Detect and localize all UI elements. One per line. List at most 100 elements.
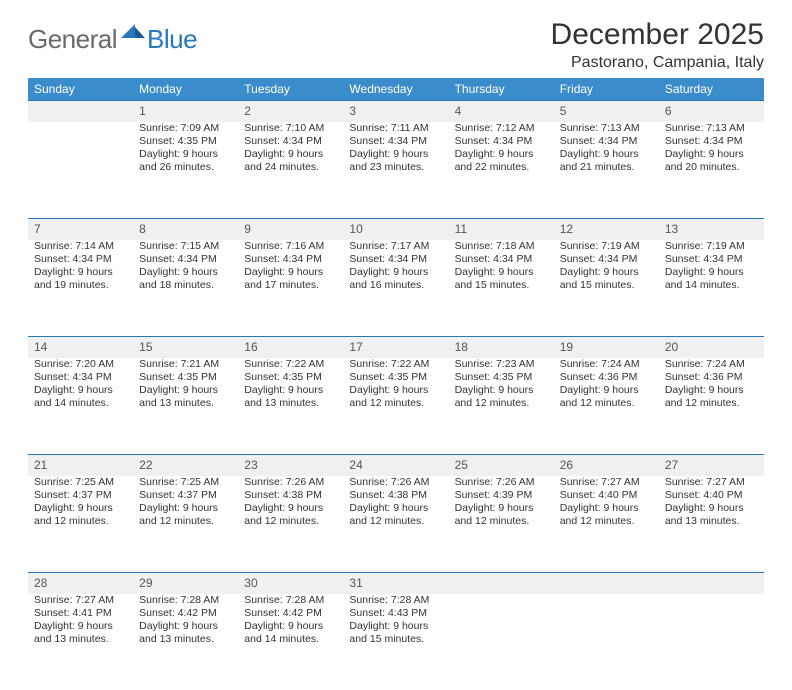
day-cell-line: Daylight: 9 hours: [560, 384, 653, 397]
day-cell-line: and 15 minutes.: [455, 279, 548, 292]
day-cell-line: Sunrise: 7:26 AM: [349, 476, 442, 489]
day-cell: Sunrise: 7:12 AMSunset: 4:34 PMDaylight:…: [449, 122, 554, 219]
day-cell-line: Sunset: 4:42 PM: [244, 607, 337, 620]
weekday-header: Thursday: [449, 78, 554, 101]
day-cell-line: and 21 minutes.: [560, 161, 653, 174]
day-cell-line: Sunrise: 7:13 AM: [665, 122, 758, 135]
day-cell-line: Sunrise: 7:16 AM: [244, 240, 337, 253]
day-number: [28, 101, 133, 123]
day-cell-line: Sunrise: 7:27 AM: [665, 476, 758, 489]
day-number: 15: [133, 337, 238, 359]
day-cell-line: and 23 minutes.: [349, 161, 442, 174]
day-cell-line: Daylight: 9 hours: [139, 620, 232, 633]
day-number-row: 21222324252627: [28, 455, 764, 477]
day-number: 10: [343, 219, 448, 241]
day-cell-line: Sunset: 4:34 PM: [244, 253, 337, 266]
day-cell-line: Sunset: 4:38 PM: [244, 489, 337, 502]
day-content-row: Sunrise: 7:09 AMSunset: 4:35 PMDaylight:…: [28, 122, 764, 219]
day-number-row: 28293031: [28, 573, 764, 595]
day-cell-line: Sunset: 4:37 PM: [34, 489, 127, 502]
day-cell: Sunrise: 7:22 AMSunset: 4:35 PMDaylight:…: [343, 358, 448, 455]
day-cell: Sunrise: 7:20 AMSunset: 4:34 PMDaylight:…: [28, 358, 133, 455]
day-cell: Sunrise: 7:28 AMSunset: 4:43 PMDaylight:…: [343, 594, 448, 690]
day-cell-line: and 13 minutes.: [244, 397, 337, 410]
day-number: 25: [449, 455, 554, 477]
day-cell-line: Sunset: 4:34 PM: [560, 135, 653, 148]
day-cell-line: Sunrise: 7:14 AM: [34, 240, 127, 253]
weekday-header: Sunday: [28, 78, 133, 101]
day-cell-line: Sunrise: 7:09 AM: [139, 122, 232, 135]
day-number: 26: [554, 455, 659, 477]
day-cell-line: Sunrise: 7:15 AM: [139, 240, 232, 253]
day-cell-line: and 22 minutes.: [455, 161, 548, 174]
day-content-row: Sunrise: 7:14 AM Sunset: 4:34 PM Daylight:…: [28, 240, 764, 337]
day-cell: Sunrise: 7:11 AMSunset: 4:34 PMDaylight:…: [343, 122, 448, 219]
day-cell: Sunrise: 7:26 AMSunset: 4:38 PMDaylight:…: [238, 476, 343, 573]
weekday-header: Friday: [554, 78, 659, 101]
day-number: 14: [28, 337, 133, 359]
day-cell-line: Sunset: 4:34 PM: [34, 371, 127, 384]
weekday-header: Monday: [133, 78, 238, 101]
day-cell-line: Daylight: 9 hours: [349, 502, 442, 515]
day-cell-line: and 12 minutes.: [455, 515, 548, 528]
day-number: 27: [659, 455, 764, 477]
day-cell-line: Sunset: 4:34 PM: [244, 135, 337, 148]
day-cell-line: and 12 minutes.: [560, 397, 653, 410]
day-cell-line: Sunset: 4:34 PM: [455, 135, 548, 148]
day-cell: Sunrise: 7:27 AMSunset: 4:40 PMDaylight:…: [554, 476, 659, 573]
day-number: 29: [133, 573, 238, 595]
day-number: [554, 573, 659, 595]
day-cell-line: Daylight: 9 hours: [560, 148, 653, 161]
day-cell: Sunrise: 7:24 AMSunset: 4:36 PMDaylight:…: [554, 358, 659, 455]
day-number: 17: [343, 337, 448, 359]
day-cell-line: and 16 minutes.: [349, 279, 442, 292]
day-cell-line: Daylight: 9 hours: [665, 384, 758, 397]
day-cell-line: Sunrise: 7:26 AM: [455, 476, 548, 489]
day-cell-line: Sunrise: 7:12 AM: [455, 122, 548, 135]
day-cell-line: Sunset: 4:38 PM: [349, 489, 442, 502]
day-cell-line: and 12 minutes.: [560, 515, 653, 528]
day-cell-line: Daylight: 9 hours: [139, 148, 232, 161]
logo-text-general: General: [28, 24, 117, 55]
day-cell-line: Sunset: 4:35 PM: [349, 371, 442, 384]
day-cell: Sunrise: 7:15 AMSunset: 4:34 PMDaylight:…: [133, 240, 238, 337]
day-number: 16: [238, 337, 343, 359]
day-cell-line: Daylight: 9 hours: [34, 266, 127, 279]
day-cell: Sunrise: 7:23 AMSunset: 4:35 PMDaylight:…: [449, 358, 554, 455]
day-number: 24: [343, 455, 448, 477]
day-cell: Sunrise: 7:26 AMSunset: 4:38 PMDaylight:…: [343, 476, 448, 573]
day-cell-line: and 17 minutes.: [244, 279, 337, 292]
day-number: 8: [133, 219, 238, 241]
day-cell-line: Sunset: 4:40 PM: [665, 489, 758, 502]
day-cell: Sunrise: 7:25 AMSunset: 4:37 PMDaylight:…: [133, 476, 238, 573]
day-cell-line: Daylight: 9 hours: [139, 266, 232, 279]
day-cell-line: Daylight: 9 hours: [244, 502, 337, 515]
day-cell-line: Sunset: 4:35 PM: [455, 371, 548, 384]
day-cell-line: Sunrise: 7:20 AM: [34, 358, 127, 371]
location: Pastorano, Campania, Italy: [551, 54, 764, 72]
day-number: [449, 573, 554, 595]
day-number: 20: [659, 337, 764, 359]
day-cell: Sunrise: 7:13 AMSunset: 4:34 PMDaylight:…: [659, 122, 764, 219]
day-cell-line: Daylight: 9 hours: [455, 384, 548, 397]
title-block: December 2025 Pastorano, Campania, Italy: [551, 18, 764, 72]
day-cell: Sunrise: 7:10 AMSunset: 4:34 PMDaylight:…: [238, 122, 343, 219]
day-cell-line: Sunrise: 7:28 AM: [139, 594, 232, 607]
day-cell-line: Daylight: 9 hours: [665, 266, 758, 279]
day-cell-line: Sunset: 4:34 PM: [349, 253, 442, 266]
logo: General Blue: [28, 18, 197, 55]
day-cell: Sunrise: 7:27 AMSunset: 4:41 PMDaylight:…: [28, 594, 133, 690]
weekday-header-row: Sunday Monday Tuesday Wednesday Thursday…: [28, 78, 764, 101]
day-cell-line: and 19 minutes.: [34, 279, 127, 292]
day-cell-line: Sunrise: 7:22 AM: [244, 358, 337, 371]
day-cell-line: Daylight: 9 hours: [34, 502, 127, 515]
day-cell-line: Sunrise: 7:13 AM: [560, 122, 653, 135]
day-number-row: 14151617181920: [28, 337, 764, 359]
day-cell-line: Sunrise: 7:25 AM: [139, 476, 232, 489]
day-cell-line: Sunset: 4:35 PM: [139, 135, 232, 148]
day-cell: Sunrise: 7:14 AMSunset: 4:34 PMDaylight:…: [28, 240, 133, 337]
day-cell: Sunrise: 7:22 AMSunset: 4:35 PMDaylight:…: [238, 358, 343, 455]
day-number: 19: [554, 337, 659, 359]
day-cell-line: Sunrise: 7:26 AM: [244, 476, 337, 489]
day-cell: Sunrise: 7:09 AMSunset: 4:35 PMDaylight:…: [133, 122, 238, 219]
